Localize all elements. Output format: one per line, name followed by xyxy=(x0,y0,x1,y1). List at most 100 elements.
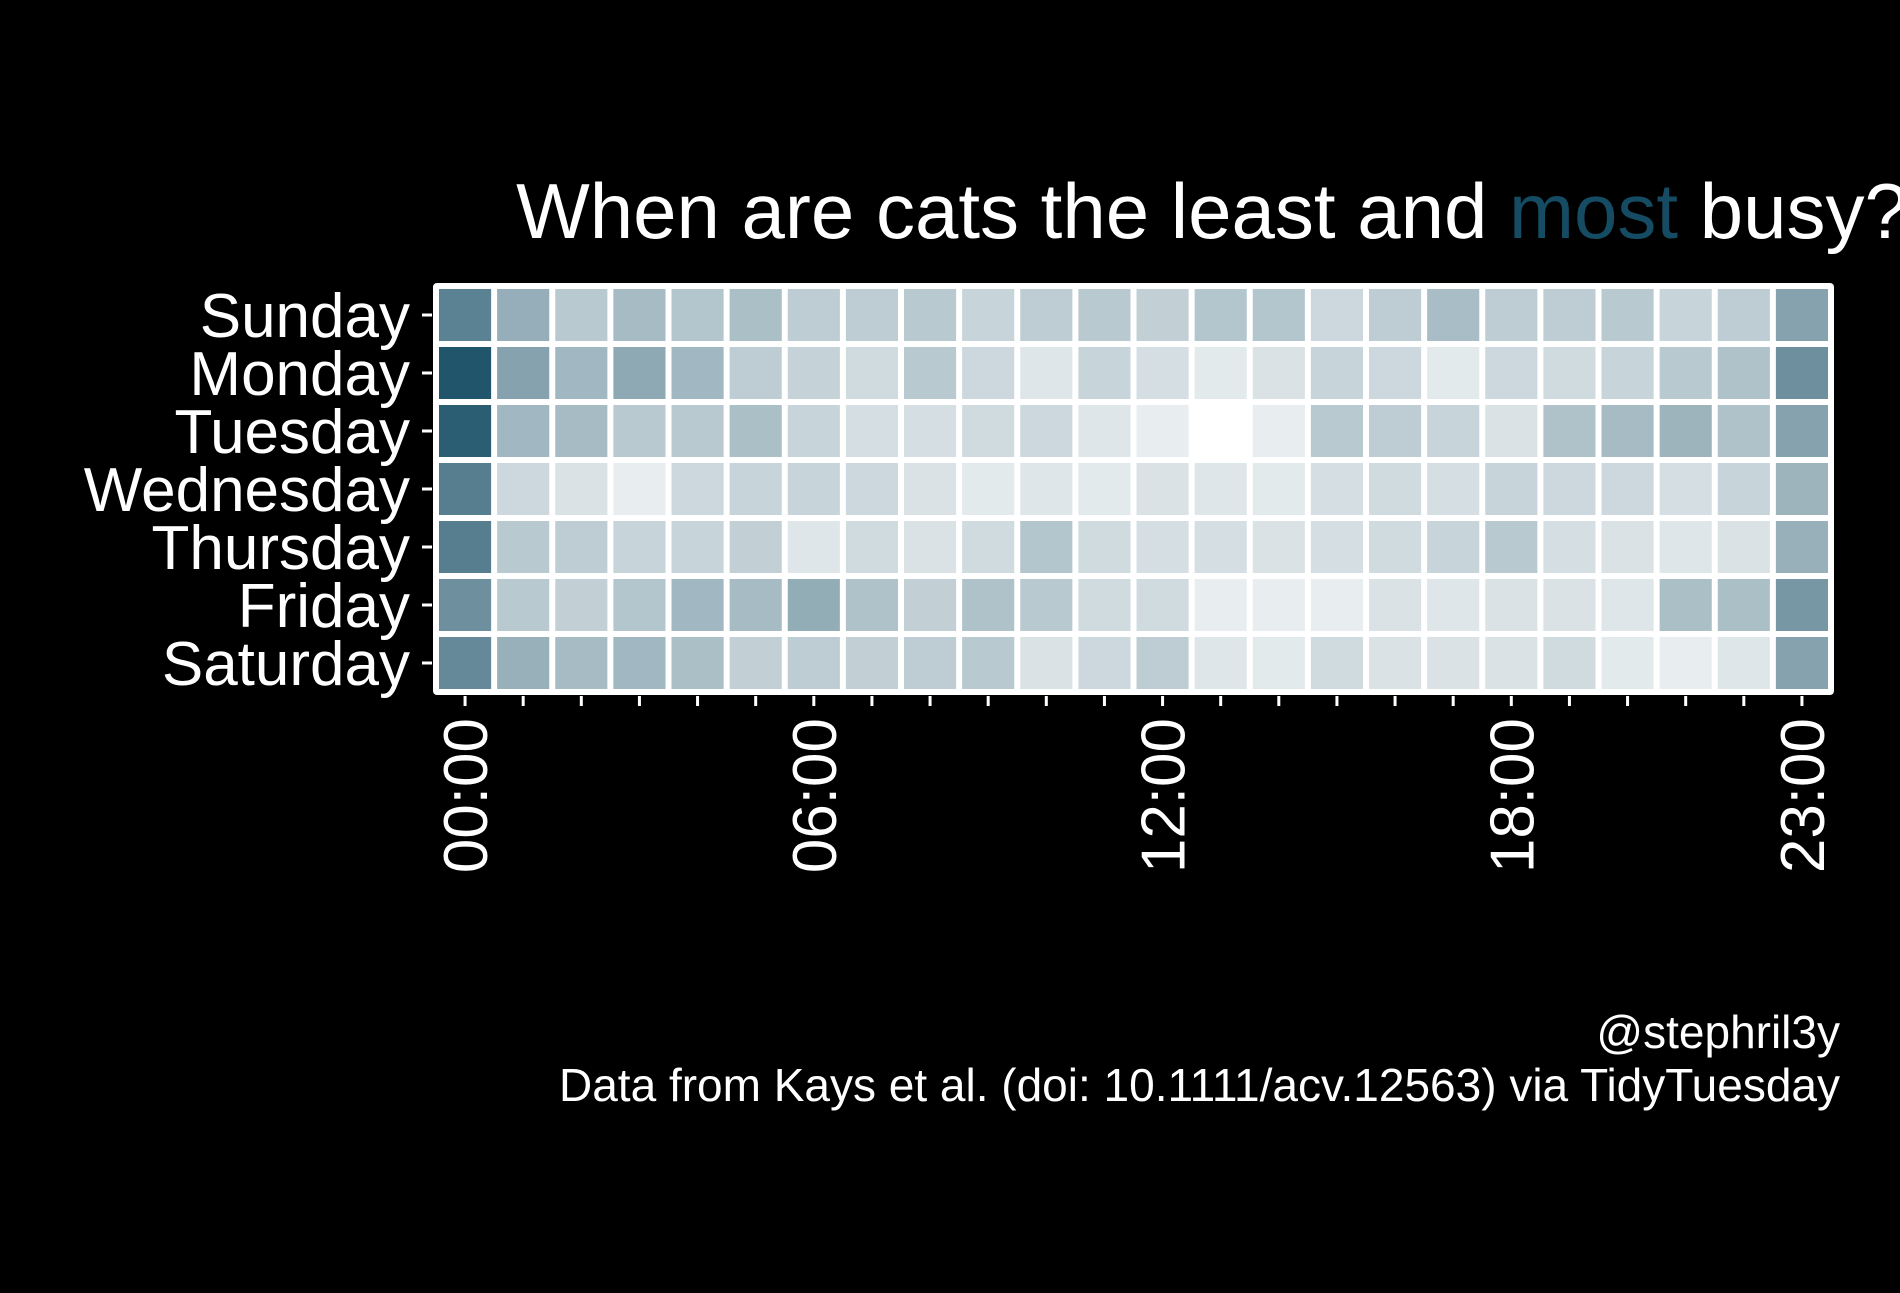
heatmap-tile-friday-19-00 xyxy=(1543,579,1596,631)
chart-title: When are cats the least and most busy? xyxy=(516,167,1900,255)
heatmap-tile-monday-03-00 xyxy=(613,347,666,399)
heatmap-tile-friday-17-00 xyxy=(1427,579,1480,631)
heatmap-tile-friday-16-00 xyxy=(1369,579,1422,631)
heatmap-tile-thursday-16-00 xyxy=(1369,521,1422,573)
heatmap-tile-saturday-21-00 xyxy=(1659,637,1712,689)
y-tick-label-sunday: Sunday xyxy=(200,282,410,351)
x-tick-label-18-00: 18:00 xyxy=(1478,718,1547,873)
heatmap-tile-thursday-21-00 xyxy=(1659,521,1712,573)
heatmap-tile-monday-18-00 xyxy=(1485,347,1538,399)
heatmap-tile-tuesday-16-00 xyxy=(1369,405,1422,457)
heatmap-tile-thursday-06-00 xyxy=(787,521,840,573)
heatmap-tile-friday-06-00 xyxy=(787,579,840,631)
heatmap-tile-saturday-04-00 xyxy=(671,637,724,689)
title-part-after: busy? xyxy=(1678,167,1900,255)
heatmap-tile-tuesday-20-00 xyxy=(1601,405,1654,457)
heatmap-tile-thursday-09-00 xyxy=(962,521,1015,573)
y-tick-label-monday: Monday xyxy=(189,340,410,409)
heatmap-tile-wednesday-22-00 xyxy=(1717,463,1770,515)
heatmap-tile-monday-02-00 xyxy=(555,347,608,399)
heatmap-tile-wednesday-21-00 xyxy=(1659,463,1712,515)
heatmap-tile-thursday-07-00 xyxy=(845,521,899,573)
heatmap-tile-friday-22-00 xyxy=(1717,579,1770,631)
heatmap-tile-monday-19-00 xyxy=(1543,347,1596,399)
heatmap-tile-thursday-15-00 xyxy=(1310,521,1364,573)
caption-handle: @stephril3y xyxy=(1596,1006,1840,1058)
x-tick-label-12-00: 12:00 xyxy=(1130,718,1199,873)
heatmap-tile-thursday-01-00 xyxy=(497,521,550,573)
heatmap-tile-friday-21-00 xyxy=(1659,579,1712,631)
heatmap-tile-tuesday-06-00 xyxy=(787,405,840,457)
heatmap-tile-friday-11-00 xyxy=(1078,579,1131,631)
heatmap-tile-monday-10-00 xyxy=(1020,347,1073,399)
heatmap-tile-monday-21-00 xyxy=(1659,347,1712,399)
heatmap-tile-monday-22-00 xyxy=(1717,347,1770,399)
heatmap-tile-monday-15-00 xyxy=(1310,347,1364,399)
heatmap-tile-sunday-18-00 xyxy=(1485,289,1538,341)
heatmap-tile-sunday-12-00 xyxy=(1136,289,1189,341)
heatmap-tile-thursday-08-00 xyxy=(904,521,957,573)
heatmap-tile-thursday-22-00 xyxy=(1717,521,1770,573)
heatmap-tile-monday-14-00 xyxy=(1252,347,1305,399)
heatmap-tile-wednesday-06-00 xyxy=(787,463,840,515)
heatmap-tile-sunday-06-00 xyxy=(787,289,840,341)
heatmap-tile-sunday-23-00 xyxy=(1775,289,1829,341)
heatmap-tile-saturday-19-00 xyxy=(1543,637,1596,689)
heatmap-tile-sunday-10-00 xyxy=(1020,289,1073,341)
heatmap-tile-wednesday-03-00 xyxy=(613,463,666,515)
heatmap-tile-friday-18-00 xyxy=(1485,579,1538,631)
heatmap-tile-saturday-00-00 xyxy=(439,637,492,689)
heatmap-tile-monday-16-00 xyxy=(1369,347,1422,399)
heatmap-tile-saturday-15-00 xyxy=(1310,637,1364,689)
heatmap-tile-tuesday-19-00 xyxy=(1543,405,1596,457)
heatmap-tile-sunday-20-00 xyxy=(1601,289,1654,341)
heatmap-tile-friday-15-00 xyxy=(1310,579,1364,631)
heatmap-tile-wednesday-23-00 xyxy=(1775,463,1829,515)
heatmap-tile-saturday-10-00 xyxy=(1020,637,1073,689)
heatmap-tile-wednesday-01-00 xyxy=(497,463,550,515)
x-tick-label-06-00: 06:00 xyxy=(781,718,850,873)
heatmap-tile-monday-11-00 xyxy=(1078,347,1131,399)
heatmap-tile-friday-23-00 xyxy=(1775,579,1829,631)
y-tick-label-tuesday: Tuesday xyxy=(175,398,411,467)
heatmap-tile-friday-08-00 xyxy=(904,579,957,631)
heatmap-tile-tuesday-14-00 xyxy=(1252,405,1305,457)
heatmap-tile-tuesday-21-00 xyxy=(1659,405,1712,457)
heatmap-tile-saturday-17-00 xyxy=(1427,637,1480,689)
heatmap-tile-saturday-09-00 xyxy=(962,637,1015,689)
caption-source: Data from Kays et al. (doi: 10.1111/acv.… xyxy=(559,1059,1840,1111)
heatmap-tile-saturday-02-00 xyxy=(555,637,608,689)
heatmap-tile-monday-01-00 xyxy=(497,347,550,399)
heatmap-tile-tuesday-11-00 xyxy=(1078,405,1131,457)
heatmap-tile-wednesday-10-00 xyxy=(1020,463,1073,515)
heatmap-tile-saturday-20-00 xyxy=(1601,637,1654,689)
heatmap-tile-tuesday-03-00 xyxy=(613,405,666,457)
title-part-before: When are cats the least and xyxy=(516,167,1509,255)
y-tick-label-saturday: Saturday xyxy=(162,630,410,699)
heatmap-tile-thursday-20-00 xyxy=(1601,521,1654,573)
heatmap-tile-friday-09-00 xyxy=(962,579,1015,631)
heatmap-tile-saturday-23-00 xyxy=(1775,637,1829,689)
x-axis: 00:00 06:00 12:00 18:00 23:00 xyxy=(432,696,1838,873)
heatmap-tile-tuesday-09-00 xyxy=(962,405,1015,457)
heatmap-tile-monday-13-00 xyxy=(1194,347,1247,399)
heatmap-tile-tuesday-01-00 xyxy=(497,405,550,457)
heatmap-tile-sunday-16-00 xyxy=(1369,289,1422,341)
heatmap-tile-thursday-23-00 xyxy=(1775,521,1829,573)
heatmap-tile-wednesday-16-00 xyxy=(1369,463,1422,515)
heatmap-tile-friday-02-00 xyxy=(555,579,608,631)
heatmap-tile-saturday-22-00 xyxy=(1717,637,1770,689)
heatmap-tile-wednesday-04-00 xyxy=(671,463,724,515)
heatmap-tile-friday-03-00 xyxy=(613,579,666,631)
heatmap-tile-friday-10-00 xyxy=(1020,579,1073,631)
heatmap-tile-thursday-10-00 xyxy=(1020,521,1073,573)
heatmap-tile-wednesday-05-00 xyxy=(729,463,782,515)
heatmap-tile-saturday-11-00 xyxy=(1078,637,1131,689)
heatmap-tile-friday-12-00 xyxy=(1136,579,1189,631)
heatmap-tile-sunday-14-00 xyxy=(1252,289,1305,341)
heatmap-tile-tuesday-08-00 xyxy=(904,405,957,457)
heatmap-tile-wednesday-07-00 xyxy=(845,463,899,515)
heatmap-tile-monday-08-00 xyxy=(904,347,957,399)
